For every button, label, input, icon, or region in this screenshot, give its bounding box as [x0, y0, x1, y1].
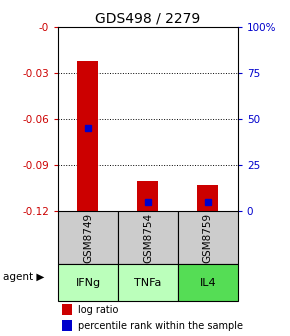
Bar — [178, 264, 238, 301]
Bar — [178, 211, 238, 264]
Bar — [137, 181, 158, 211]
Bar — [58, 264, 118, 301]
Text: GSM8759: GSM8759 — [203, 213, 213, 263]
Bar — [61, 320, 72, 331]
Text: TNFa: TNFa — [134, 278, 162, 288]
Title: GDS498 / 2279: GDS498 / 2279 — [95, 12, 200, 26]
Text: agent ▶: agent ▶ — [3, 272, 44, 282]
Bar — [61, 304, 72, 315]
Bar — [197, 185, 218, 211]
Bar — [58, 211, 118, 264]
Text: GSM8754: GSM8754 — [143, 213, 153, 263]
Text: log ratio: log ratio — [78, 305, 118, 315]
Text: IFNg: IFNg — [75, 278, 101, 288]
Bar — [118, 264, 178, 301]
Bar — [118, 211, 178, 264]
Text: IL4: IL4 — [200, 278, 216, 288]
Text: GSM8749: GSM8749 — [83, 213, 93, 263]
Text: percentile rank within the sample: percentile rank within the sample — [78, 321, 243, 331]
Bar — [77, 61, 98, 211]
